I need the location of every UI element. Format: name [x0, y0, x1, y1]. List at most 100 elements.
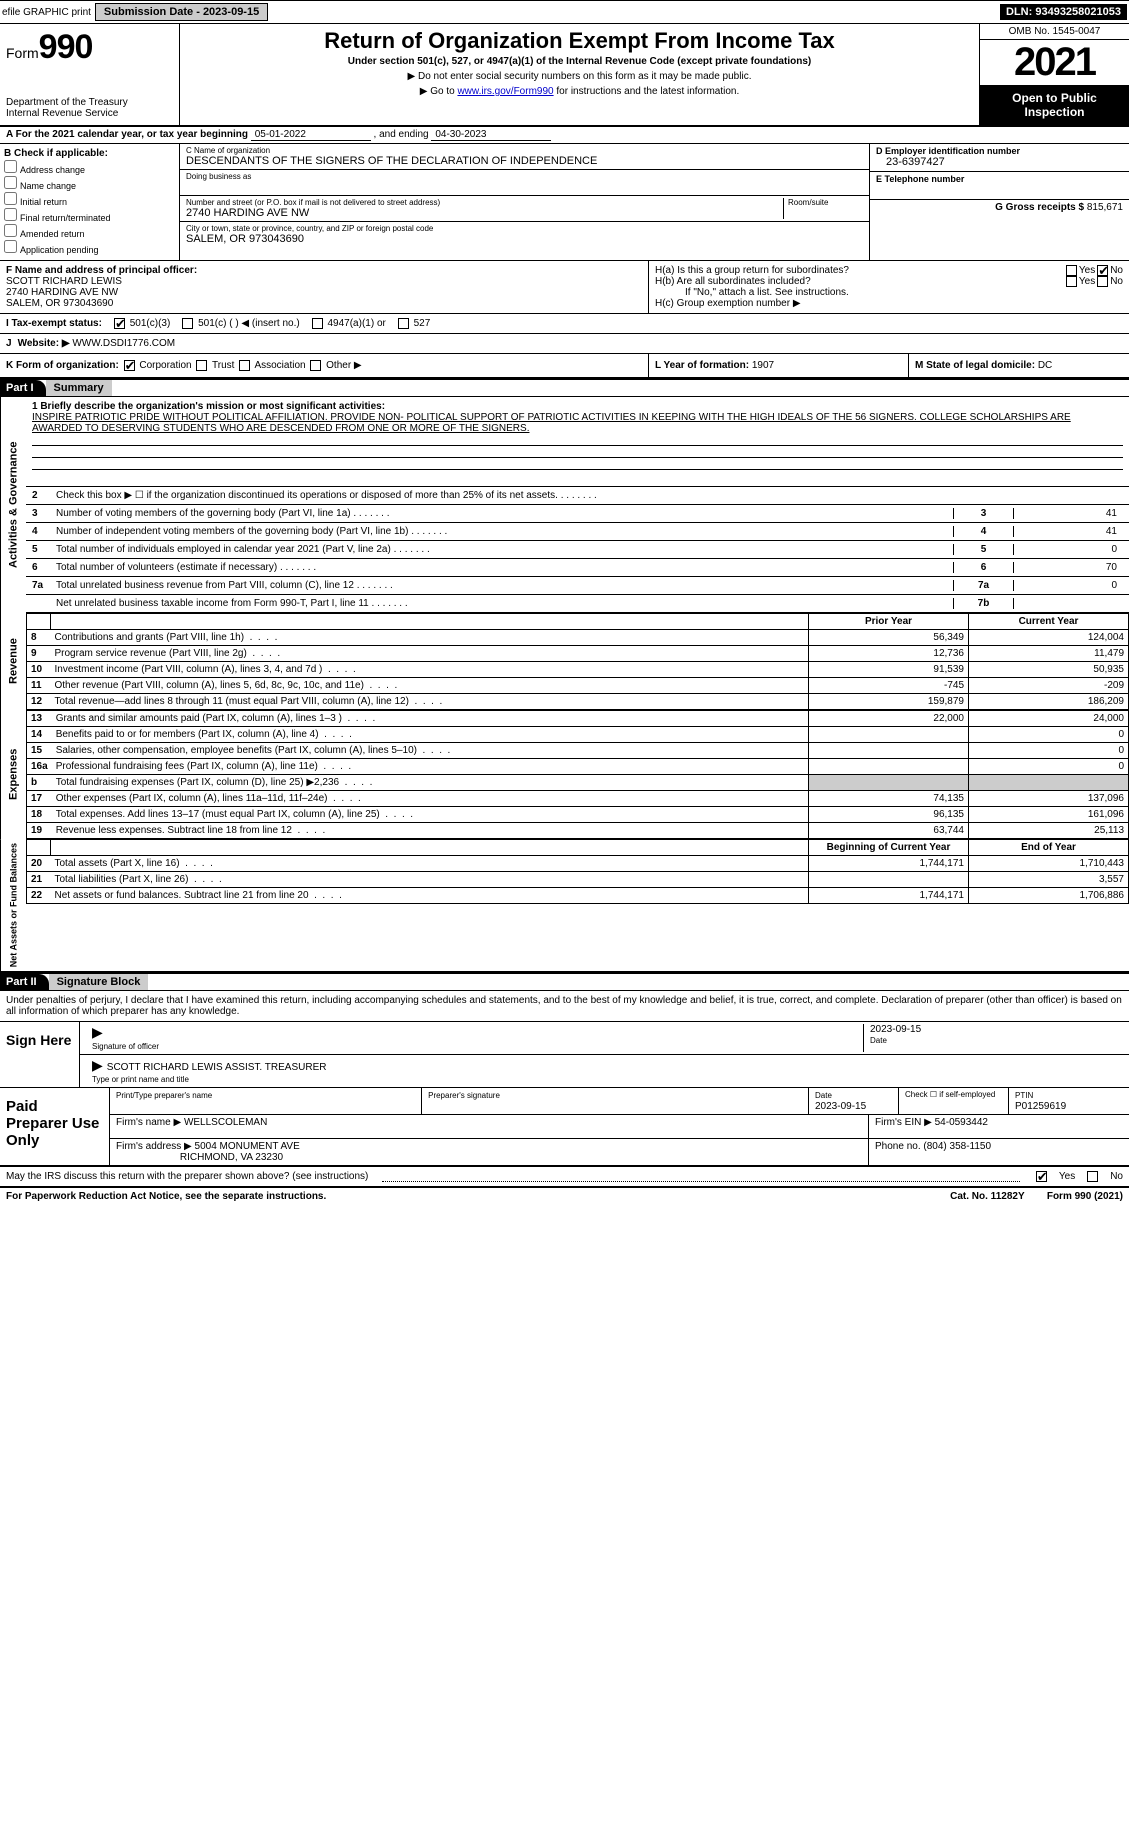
- irs-link[interactable]: www.irs.gov/Form990: [457, 86, 553, 97]
- revenue-section: Revenue Prior YearCurrent Year 8Contribu…: [0, 613, 1129, 710]
- paid-preparer-label: Paid Preparer Use Only: [0, 1088, 110, 1165]
- table-row: 14Benefits paid to or for members (Part …: [27, 727, 1129, 743]
- firm-addr2: RICHMOND, VA 23230: [180, 1152, 283, 1163]
- row-j-website: J Website: ▶ WWW.DSDI1776.COM: [0, 334, 1129, 354]
- expenses-section: Expenses 13Grants and similar amounts pa…: [0, 710, 1129, 839]
- ein-value: 23-6397427: [876, 156, 1123, 168]
- colb-checkbox[interactable]: [4, 160, 17, 173]
- table-row: 13Grants and similar amounts paid (Part …: [27, 711, 1129, 727]
- form-subtitle: Under section 501(c), 527, or 4947(a)(1)…: [184, 56, 975, 67]
- m-state-domicile: M State of legal domicile: DC: [909, 354, 1129, 377]
- k-form-org: K Form of organization: Corporation Trus…: [0, 354, 649, 377]
- colb-checkbox[interactable]: [4, 224, 17, 237]
- ha-yes-checkbox[interactable]: [1066, 265, 1077, 276]
- sig-date: 2023-09-15: [870, 1024, 921, 1035]
- officer-addr2: SALEM, OR 973043690: [6, 298, 113, 309]
- row-i-status: I Tax-exempt status: 501(c)(3) 501(c) ( …: [0, 314, 1129, 334]
- ssn-note: ▶ Do not enter social security numbers o…: [184, 71, 975, 82]
- dept-label: Department of the Treasury: [6, 97, 173, 108]
- colb-option[interactable]: Application pending: [4, 240, 175, 255]
- table-row: 12Total revenue—add lines 8 through 11 (…: [27, 694, 1129, 710]
- dba-label: Doing business as: [186, 172, 863, 181]
- 501c-checkbox[interactable]: [182, 318, 193, 329]
- sign-here-row: Sign Here ▶Signature of officer 2023-09-…: [0, 1022, 1129, 1088]
- gov-line: 4Number of independent voting members of…: [26, 523, 1129, 541]
- col-c: C Name of organization DESCENDANTS OF TH…: [180, 144, 869, 260]
- colb-checkbox[interactable]: [4, 176, 17, 189]
- submission-date-button[interactable]: Submission Date - 2023-09-15: [95, 3, 268, 21]
- cat-number: Cat. No. 11282Y: [950, 1191, 1024, 1202]
- table-row: bTotal fundraising expenses (Part IX, co…: [27, 775, 1129, 791]
- firm-name: WELLSCOLEMAN: [184, 1117, 267, 1128]
- tax-year: 2021: [980, 40, 1129, 85]
- other-checkbox[interactable]: [310, 360, 321, 371]
- city-label: City or town, state or province, country…: [186, 224, 863, 233]
- header-left: Form990 Department of the Treasury Inter…: [0, 24, 180, 125]
- website-value: WWW.DSDI1776.COM: [72, 338, 175, 349]
- self-employed: Check ☐ if self-employed: [899, 1088, 1009, 1114]
- efile-label: efile GRAPHIC print: [2, 7, 91, 18]
- part-i-title: Summary: [46, 380, 112, 396]
- j-label: J: [6, 338, 12, 349]
- officer-name-title: SCOTT RICHARD LEWIS ASSIST. TREASURER: [107, 1062, 327, 1073]
- table-row: 11Other revenue (Part VIII, column (A), …: [27, 678, 1129, 694]
- colb-option[interactable]: Initial return: [4, 192, 175, 207]
- header-mid: Return of Organization Exempt From Incom…: [180, 24, 979, 125]
- 501c3-checkbox[interactable]: [114, 318, 125, 329]
- assoc-checkbox[interactable]: [239, 360, 250, 371]
- form-footer: Form 990 (2021): [1047, 1191, 1123, 1202]
- block-bcd: B Check if applicable: Address changeNam…: [0, 144, 1129, 261]
- row-a-tax-year: A For the 2021 calendar year, or tax yea…: [0, 127, 1129, 144]
- discuss-no-checkbox[interactable]: [1087, 1171, 1098, 1182]
- ha-label: H(a) Is this a group return for subordin…: [655, 265, 1064, 276]
- colb-option[interactable]: Name change: [4, 176, 175, 191]
- 4947-checkbox[interactable]: [312, 318, 323, 329]
- side-netassets: Net Assets or Fund Balances: [0, 839, 26, 971]
- form-title: Return of Organization Exempt From Incom…: [184, 28, 975, 54]
- name-label: C Name of organization: [186, 146, 863, 155]
- discuss-row: May the IRS discuss this return with the…: [0, 1167, 1129, 1188]
- gov-line: 7aTotal unrelated business revenue from …: [26, 577, 1129, 595]
- table-row: 20Total assets (Part X, line 16) . . . .…: [27, 856, 1129, 872]
- colb-option[interactable]: Amended return: [4, 224, 175, 239]
- revenue-table: Prior YearCurrent Year 8Contributions an…: [26, 613, 1129, 710]
- sec-h: H(a) Is this a group return for subordin…: [649, 261, 1129, 313]
- colb-option[interactable]: Final return/terminated: [4, 208, 175, 223]
- expenses-table: 13Grants and similar amounts paid (Part …: [26, 710, 1129, 839]
- side-expenses: Expenses: [0, 710, 26, 839]
- goto-note: ▶ Go to www.irs.gov/Form990 for instruct…: [184, 86, 975, 97]
- table-row: 8Contributions and grants (Part VIII, li…: [27, 630, 1129, 646]
- firm-ein: 54-0593442: [935, 1117, 988, 1128]
- colb-checkbox[interactable]: [4, 192, 17, 205]
- open-to-public: Open to Public Inspection: [980, 85, 1129, 125]
- 527-checkbox[interactable]: [398, 318, 409, 329]
- row-klm: K Form of organization: Corporation Trus…: [0, 354, 1129, 379]
- trust-checkbox[interactable]: [196, 360, 207, 371]
- table-row: 9Program service revenue (Part VIII, lin…: [27, 646, 1129, 662]
- table-row: 17Other expenses (Part IX, column (A), l…: [27, 791, 1129, 807]
- gov-line: 5Total number of individuals employed in…: [26, 541, 1129, 559]
- part-ii-title: Signature Block: [49, 974, 149, 990]
- dln-label: DLN: 93493258021053: [1000, 4, 1127, 20]
- colb-option[interactable]: Address change: [4, 160, 175, 175]
- discuss-yes-checkbox[interactable]: [1036, 1171, 1047, 1182]
- header-right: OMB No. 1545-0047 2021 Open to Public In…: [979, 24, 1129, 125]
- colb-checkbox[interactable]: [4, 240, 17, 253]
- gov-line: 6Total number of volunteers (estimate if…: [26, 559, 1129, 577]
- arrow-icon: ▶: [92, 1057, 103, 1073]
- form-990-number: 990: [39, 28, 93, 66]
- table-row: 22Net assets or fund balances. Subtract …: [27, 888, 1129, 904]
- sign-here-label: Sign Here: [0, 1022, 80, 1087]
- firm-phone: (804) 358-1150: [923, 1141, 991, 1152]
- hb-yes-checkbox[interactable]: [1066, 276, 1077, 287]
- paid-preparer-row: Paid Preparer Use Only Print/Type prepar…: [0, 1088, 1129, 1167]
- corp-checkbox[interactable]: [124, 360, 135, 371]
- netassets-table: Beginning of Current YearEnd of Year 20T…: [26, 839, 1129, 904]
- city-value: SALEM, OR 973043690: [186, 233, 863, 245]
- hb-no-checkbox[interactable]: [1097, 276, 1108, 287]
- page-footer: For Paperwork Reduction Act Notice, see …: [0, 1188, 1129, 1205]
- org-name: DESCENDANTS OF THE SIGNERS OF THE DECLAR…: [186, 155, 863, 167]
- ha-no-checkbox[interactable]: [1097, 265, 1108, 276]
- sec-f-left: F Name and address of principal officer:…: [0, 261, 649, 313]
- colb-checkbox[interactable]: [4, 208, 17, 221]
